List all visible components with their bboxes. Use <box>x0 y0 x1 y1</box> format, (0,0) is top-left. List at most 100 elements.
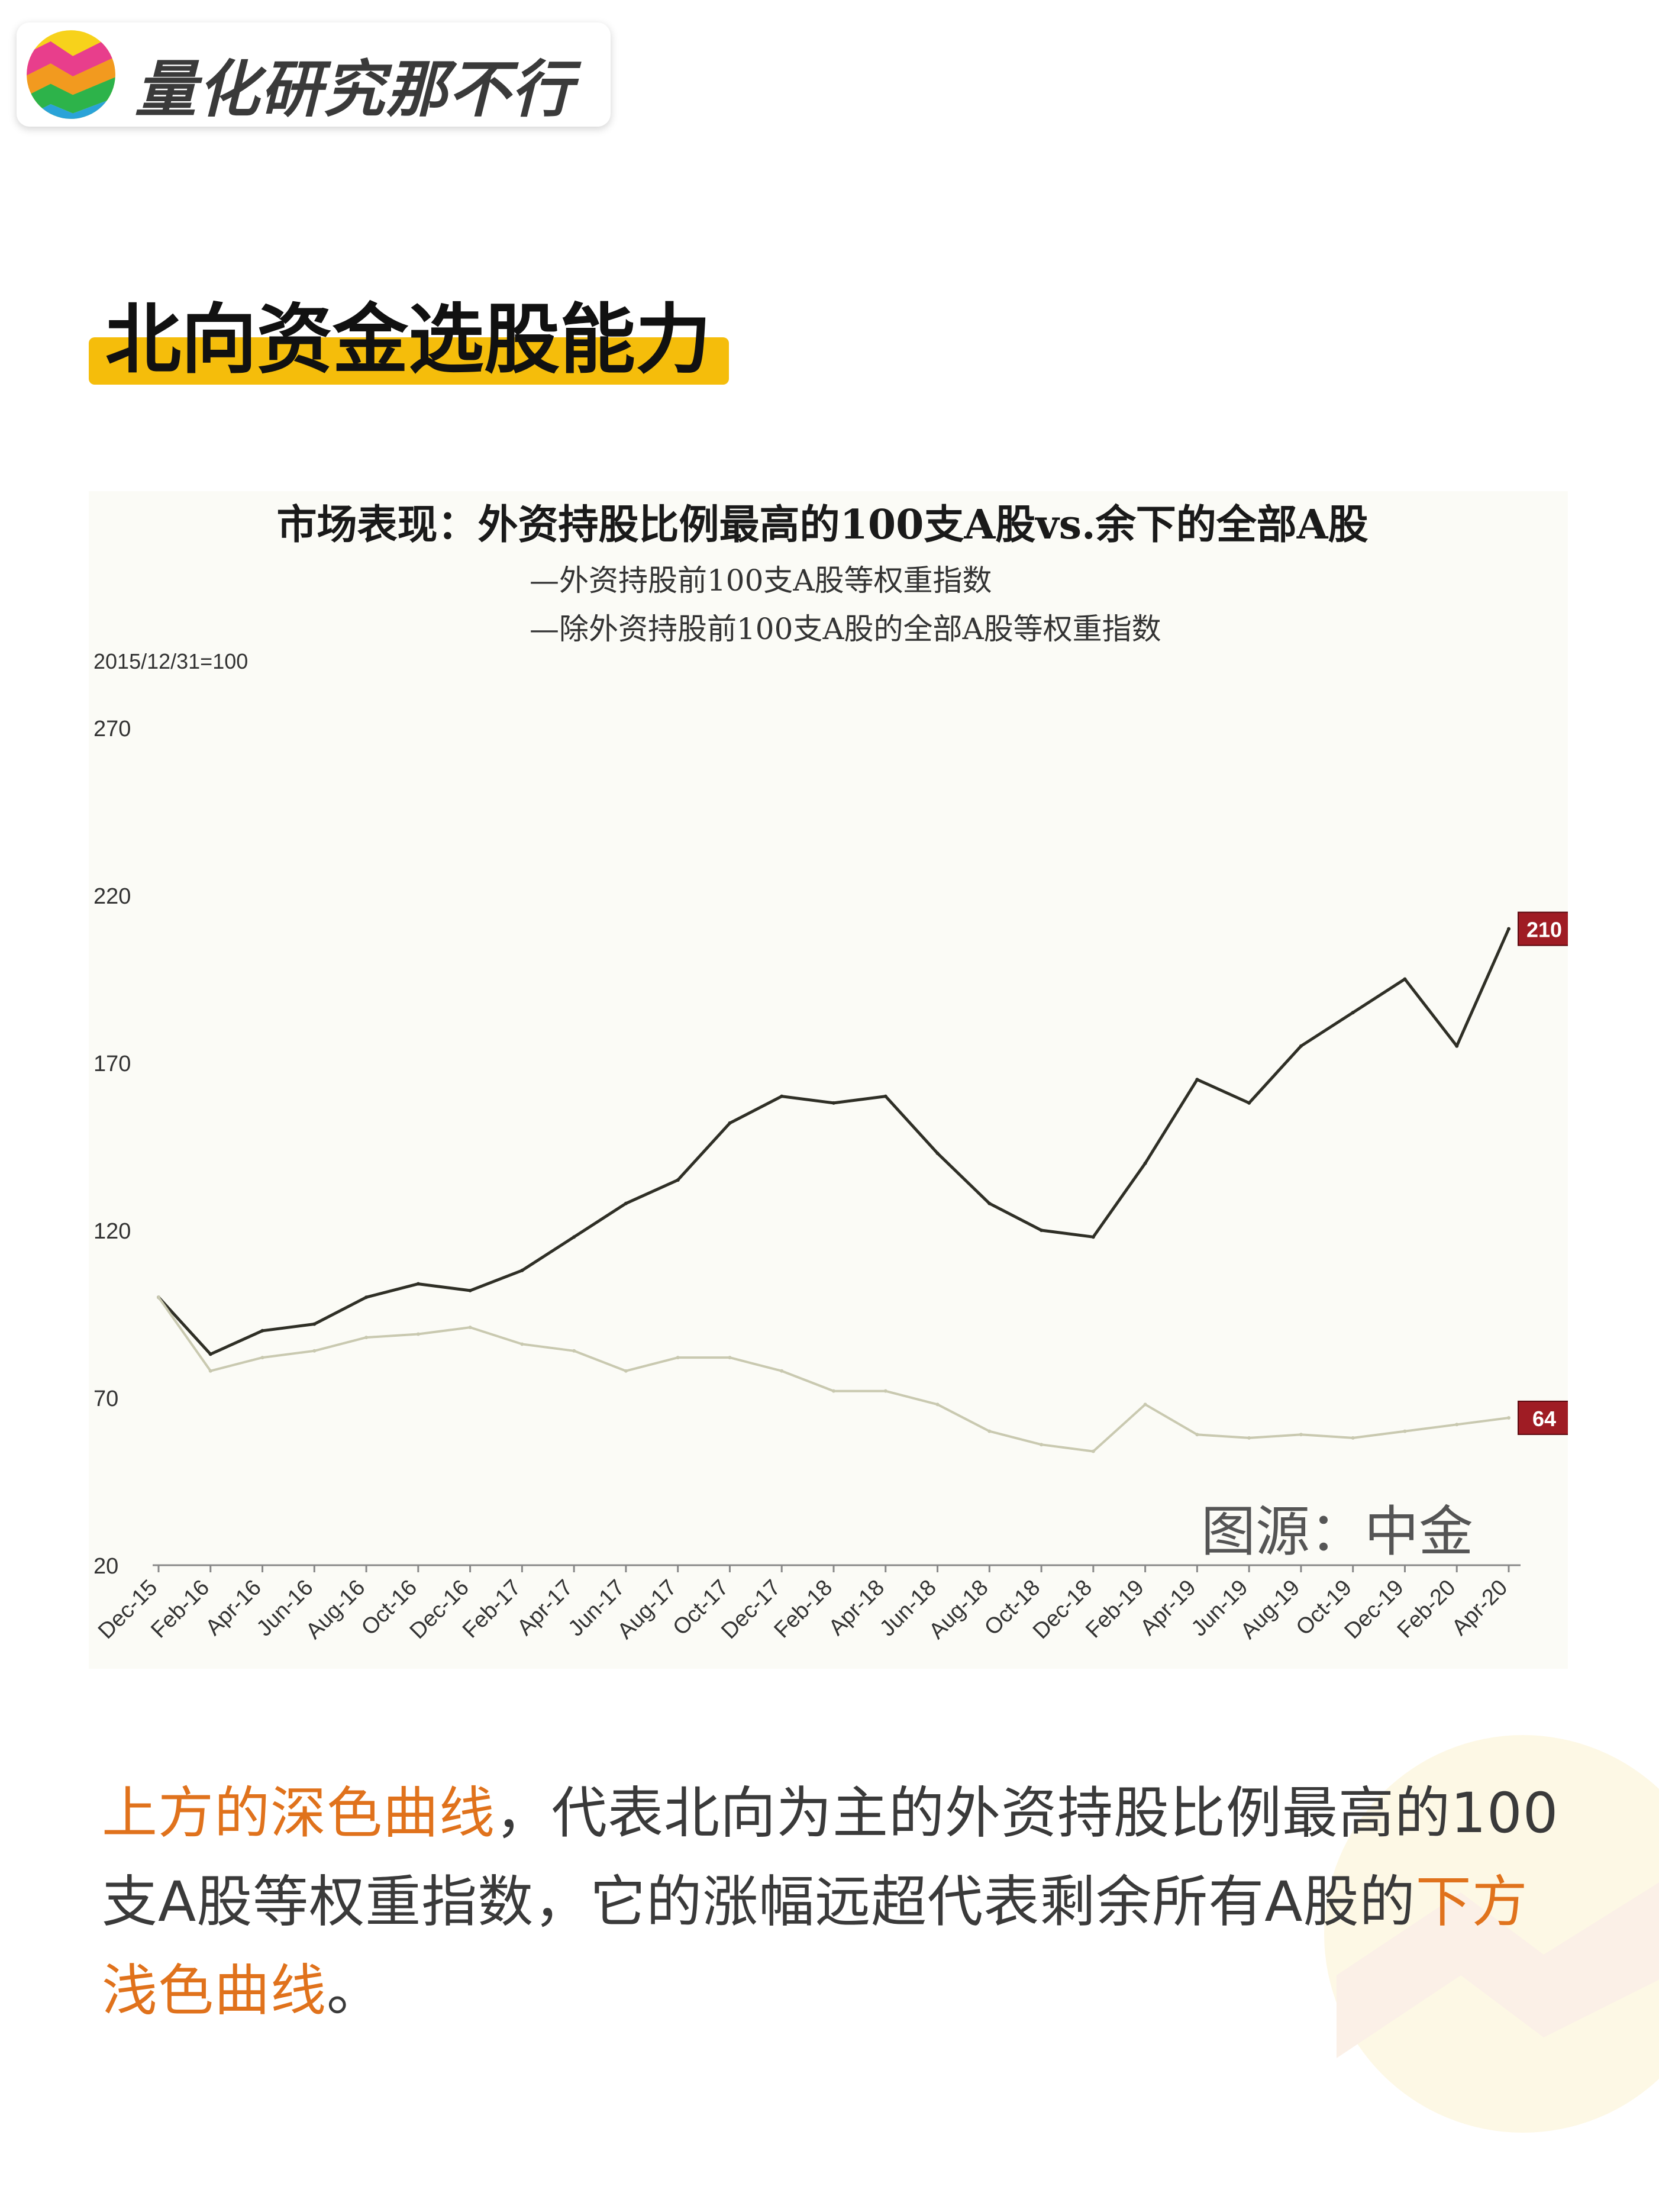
series-1-point <box>312 1322 317 1326</box>
series-2-point <box>780 1369 784 1373</box>
series-2-point <box>883 1389 887 1393</box>
series-1-point <box>208 1352 212 1356</box>
watermark-logo <box>1324 1735 1659 2133</box>
x-tick-label: Aug-19 <box>1236 1575 1305 1644</box>
x-tick-label: Apr-17 <box>512 1575 577 1640</box>
x-tick-label: Dec-18 <box>1028 1575 1097 1644</box>
series-2-point <box>1351 1436 1355 1440</box>
description-paragraph: 上方的深色曲线，代表北向为主的外资持股比例最高的100支A股等权重指数，它的涨幅… <box>102 1769 1569 2036</box>
series-2-point <box>520 1342 524 1346</box>
series-1-point <box>883 1094 887 1098</box>
series-2-point <box>157 1295 160 1300</box>
series-line-2 <box>157 1297 1509 1453</box>
series-2-point <box>364 1336 369 1340</box>
chart-figure: 市场表现：外资持股比例最高的100支A股vs.余下的全部A股 —外资持股前100… <box>89 491 1568 1669</box>
highlight-dark-curve: 上方的深色曲线 <box>102 1781 496 1846</box>
series-2-point <box>260 1356 264 1360</box>
legend-entry-2: —除外资持股前100支A股的全部A股等权重指数 <box>530 612 1161 646</box>
section-heading: 北向资金选股能力 <box>89 278 729 388</box>
series-1-point <box>832 1101 835 1105</box>
y-tick-label: 270 <box>93 717 131 741</box>
series-1-point <box>1507 927 1510 931</box>
y-tick-label: 70 <box>93 1386 118 1411</box>
series-line-1 <box>157 928 1510 1356</box>
highlight-light-curve: 下方浅色曲线 <box>102 1870 1528 2023</box>
brand-badge: 量化研究那不行 <box>17 22 611 127</box>
x-tick-label: Apr-20 <box>1447 1575 1512 1640</box>
y-tick-label: 170 <box>93 1052 131 1076</box>
series-1-point <box>1143 1161 1147 1165</box>
series-1-point <box>1299 1044 1303 1048</box>
series-2-point <box>624 1369 628 1373</box>
x-tick-label: Feb-17 <box>458 1575 526 1643</box>
series-1-point <box>1351 1011 1355 1015</box>
series-2-point <box>987 1429 992 1433</box>
series-2-point <box>1299 1433 1303 1437</box>
series-2-point <box>1507 1415 1510 1420</box>
series-1-point <box>468 1288 472 1292</box>
series-2-point <box>1195 1433 1199 1437</box>
x-tick-label: Dec-17 <box>716 1575 785 1644</box>
paragraph-end: 。 <box>327 1959 383 2023</box>
x-tick-label: Dec-15 <box>93 1575 162 1644</box>
y-tick-label: 120 <box>93 1219 131 1244</box>
series-1-point <box>416 1282 420 1286</box>
series-2-point <box>572 1349 576 1353</box>
x-tick-label: Feb-20 <box>1393 1575 1461 1643</box>
series-2-point <box>832 1389 835 1393</box>
series-2-point <box>1091 1449 1095 1453</box>
x-tick-label: Feb-18 <box>770 1575 838 1643</box>
series-2-point <box>1403 1429 1407 1433</box>
end-value-label: 64 <box>1532 1407 1556 1431</box>
series-2-point <box>208 1369 212 1373</box>
source-note: 图源：中金 <box>1201 1500 1473 1563</box>
series-1-point <box>572 1235 576 1239</box>
end-label-box <box>1518 911 1568 946</box>
series-1-point <box>1040 1228 1044 1232</box>
x-tick-label: Dec-19 <box>1340 1575 1409 1644</box>
heading-highlight <box>89 337 729 385</box>
series-1-point <box>520 1268 524 1272</box>
series-1-point <box>1455 1044 1459 1048</box>
series-1-point <box>728 1121 732 1125</box>
brand-name: 量化研究那不行 <box>135 53 574 125</box>
series-1-point <box>935 1151 940 1155</box>
heading-text: 北向资金选股能力 <box>105 296 712 384</box>
y-tick-label: 220 <box>93 884 131 909</box>
end-label-box <box>1518 1400 1568 1435</box>
series-2-point <box>676 1356 680 1360</box>
legend-entry-1: —外资持股前100支A股等权重指数 <box>530 563 992 598</box>
series-2-point <box>312 1349 317 1353</box>
series-2-point <box>728 1356 732 1360</box>
x-tick-label: Aug-17 <box>613 1575 682 1644</box>
series-1-point <box>260 1329 264 1333</box>
series-2-point <box>468 1326 472 1330</box>
end-value-label: 210 <box>1526 918 1562 942</box>
series-2-point <box>416 1332 420 1336</box>
series-2-point <box>1143 1402 1147 1407</box>
series-2-point <box>1040 1443 1044 1447</box>
x-tick-label: Apr-19 <box>1135 1575 1200 1640</box>
series-2-point <box>935 1402 940 1407</box>
line-chart: 市场表现：外资持股比例最高的100支A股vs.余下的全部A股 —外资持股前100… <box>93 501 1568 1644</box>
base-note: 2015/12/31=100 <box>93 649 248 673</box>
series-1-point <box>364 1295 369 1300</box>
series-2-point <box>1247 1436 1251 1440</box>
series-1-point <box>676 1178 680 1182</box>
series-1-point <box>1195 1078 1199 1082</box>
x-tick-label: Aug-18 <box>924 1575 993 1644</box>
series-2-point <box>1455 1423 1459 1427</box>
y-tick-label: 20 <box>93 1554 118 1579</box>
x-tick-label: Apr-16 <box>201 1575 266 1640</box>
series-1-point <box>1247 1101 1251 1105</box>
series-1-point <box>780 1094 784 1098</box>
series-1-point <box>624 1201 628 1205</box>
series-1-point <box>987 1201 992 1205</box>
series-1-point <box>1091 1235 1095 1239</box>
x-tick-label: Apr-18 <box>824 1575 889 1640</box>
x-tick-label: Dec-16 <box>405 1575 474 1644</box>
x-tick-label: Feb-19 <box>1081 1575 1149 1643</box>
x-tick-label: Feb-16 <box>146 1575 214 1643</box>
paragraph-body: ，代表北向为主的外资持股比例最高的100支A股等权重指数，它的涨幅远超代表剩余所… <box>102 1781 1559 1934</box>
x-tick-label: Aug-16 <box>301 1575 370 1644</box>
